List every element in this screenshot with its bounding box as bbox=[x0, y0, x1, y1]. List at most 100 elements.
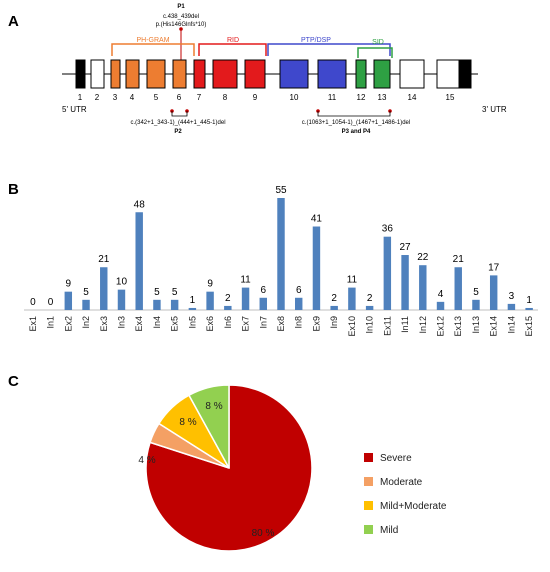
bar bbox=[365, 305, 374, 310]
bar-category-label: Ex1 bbox=[28, 316, 38, 332]
bar-category-label: In10 bbox=[365, 316, 375, 334]
exon-group bbox=[75, 59, 472, 89]
p1-protein: p.(His146Glnfs*10) bbox=[156, 22, 207, 28]
bar bbox=[507, 303, 516, 310]
bar-chart: 0Ex10In19Ex25In221Ex310In348Ex45In45Ex51… bbox=[24, 185, 538, 337]
pie-chart: 80 % 4 % 8 % 8 % bbox=[138, 384, 313, 552]
bar bbox=[383, 236, 392, 310]
sid-bracket bbox=[357, 47, 393, 58]
exon-10-box bbox=[279, 59, 309, 89]
pie-value-label: 8 % bbox=[205, 401, 222, 412]
bar-value-label: 5 bbox=[473, 287, 479, 298]
legend-label: Severe bbox=[380, 453, 412, 464]
bar-value-label: 10 bbox=[116, 277, 128, 288]
exon-8-box bbox=[212, 59, 238, 89]
p1-marker-dot bbox=[179, 27, 183, 31]
legend-swatch bbox=[364, 501, 373, 510]
bar-category-label: In13 bbox=[471, 316, 481, 334]
bar-category-label: In12 bbox=[418, 316, 428, 334]
bar-value-label: 6 bbox=[296, 285, 302, 296]
bar bbox=[241, 287, 250, 310]
bar-value-label: 2 bbox=[367, 293, 373, 304]
bar-category-label: Ex4 bbox=[134, 316, 144, 332]
bar-value-label: 5 bbox=[83, 287, 89, 298]
exon-number: 11 bbox=[328, 93, 337, 102]
bar bbox=[295, 297, 303, 310]
bar bbox=[259, 297, 267, 310]
bar-value-label: 41 bbox=[311, 214, 323, 225]
exon-12-box bbox=[355, 59, 367, 89]
bar-value-label: 2 bbox=[225, 293, 231, 304]
bar-value-label: 9 bbox=[66, 279, 72, 290]
bar-value-label: 4 bbox=[438, 289, 444, 300]
bar-value-label: 9 bbox=[207, 279, 213, 290]
ph-gram-label: PH-GRAM bbox=[136, 37, 169, 44]
bar bbox=[117, 289, 126, 310]
bar-value-label: 5 bbox=[172, 287, 178, 298]
bar-category-label: In14 bbox=[506, 316, 516, 334]
ph-gram-bracket bbox=[111, 43, 195, 56]
exon-number: 13 bbox=[378, 93, 387, 102]
legend-label: Moderate bbox=[380, 477, 423, 488]
exon-2-box bbox=[90, 59, 105, 89]
exon-13-box bbox=[373, 59, 391, 89]
exon-1-box bbox=[75, 59, 86, 89]
exon-number: 15 bbox=[446, 93, 455, 102]
pie-legend: Severe Moderate Mild+Moderate Mild bbox=[364, 453, 447, 536]
p1-cdna: c.438_439del bbox=[163, 14, 199, 20]
bar-category-label: Ex14 bbox=[489, 316, 499, 337]
exon-4-box bbox=[125, 59, 140, 89]
bar-category-label: In9 bbox=[329, 316, 339, 329]
legend-swatch bbox=[364, 453, 373, 462]
ptp-dsp-bracket bbox=[267, 43, 391, 56]
bar bbox=[188, 307, 197, 310]
legend-label: Mild+Moderate bbox=[380, 501, 447, 512]
bar bbox=[206, 291, 214, 310]
bar-category-label: Ex15 bbox=[524, 316, 534, 337]
utr-5-label: 5' UTR bbox=[62, 105, 87, 114]
bar-category-label: Ex11 bbox=[382, 316, 392, 336]
exon-14-box bbox=[399, 59, 425, 89]
bar-value-label: 0 bbox=[30, 297, 36, 308]
bar bbox=[489, 275, 498, 310]
p2-bracket bbox=[171, 111, 188, 117]
bar bbox=[170, 299, 179, 310]
bar-value-label: 11 bbox=[347, 275, 358, 286]
bar-value-label: 21 bbox=[98, 254, 110, 265]
legend-swatch bbox=[364, 525, 373, 534]
bar-category-label: Ex6 bbox=[205, 316, 215, 332]
panel-b-letter: B bbox=[8, 181, 19, 198]
bar bbox=[312, 226, 321, 310]
rid-bracket bbox=[198, 43, 267, 56]
bar bbox=[472, 299, 480, 310]
bar-category-label: In2 bbox=[81, 316, 91, 329]
sid-label: SID bbox=[372, 39, 384, 46]
exon-15-utr-box bbox=[458, 59, 472, 89]
bar-category-label: Ex8 bbox=[276, 316, 286, 332]
bar-category-label: In4 bbox=[152, 316, 162, 329]
bar-category-label: Ex12 bbox=[436, 316, 446, 337]
exon-number: 12 bbox=[357, 93, 366, 102]
bar-value-label: 55 bbox=[275, 185, 287, 196]
bar bbox=[525, 307, 533, 310]
p1-label: P1 bbox=[177, 4, 185, 10]
bar bbox=[277, 198, 285, 310]
bar-category-label: In6 bbox=[223, 316, 233, 329]
p2-text: c.(342+1_343-1)_(444+1_445-1)del bbox=[130, 120, 225, 126]
bar-category-label: In7 bbox=[258, 316, 268, 329]
rid-label: RID bbox=[227, 37, 239, 44]
exon-9-box bbox=[244, 59, 266, 89]
legend-label: Mild bbox=[380, 525, 398, 536]
panel-b: B 0Ex10In19Ex25In221Ex310In348Ex45In45Ex… bbox=[8, 181, 538, 337]
bar bbox=[401, 255, 409, 310]
bar-value-label: 48 bbox=[134, 199, 146, 210]
bar bbox=[64, 291, 73, 310]
panel-a-letter: A bbox=[8, 13, 19, 30]
ptp-dsp-label: PTP/DSP bbox=[301, 37, 331, 44]
bar-value-label: 21 bbox=[453, 254, 465, 265]
utr-3-label: 3' UTR bbox=[482, 105, 507, 114]
bar-value-label: 17 bbox=[488, 262, 500, 273]
p34-text: c.(1063+1_1054-1)_(1467+1_1486-1)del bbox=[302, 120, 410, 126]
bar-value-label: 22 bbox=[417, 252, 429, 263]
panel-a: A P1 c.438_439del p.(His146Glnfs*10) PH-… bbox=[8, 4, 507, 135]
